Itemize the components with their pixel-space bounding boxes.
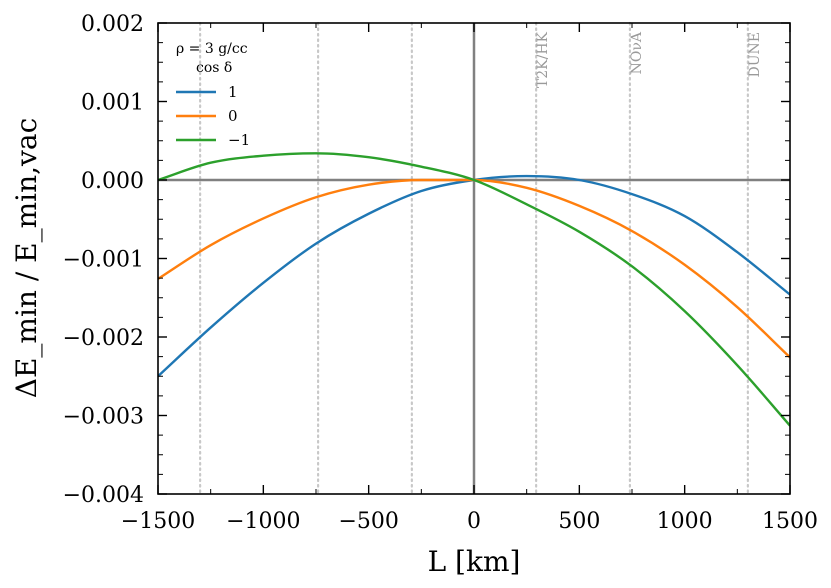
y-tick-label: −0.003 [63, 405, 144, 430]
experiment-label: NOνA [629, 31, 645, 74]
x-tick-label: −1000 [226, 509, 300, 534]
x-axis-label: L [km] [428, 545, 521, 578]
y-tick-label: 0.000 [81, 169, 144, 194]
x-tick-label: 1500 [762, 509, 818, 534]
legend-title: ρ = 3 g/cc [176, 41, 248, 57]
y-tick-label: 0.001 [81, 91, 144, 116]
y-tick-label: 0.002 [81, 12, 144, 37]
axis-titles: L [km] ΔE_min / E_min,vac [10, 118, 520, 578]
legend-label: 1 [228, 83, 238, 101]
legend-subtitle: cos δ [196, 60, 232, 76]
x-tick-label: 1000 [657, 509, 713, 534]
legend: ρ = 3 g/cc cos δ 1 0 −1 [176, 41, 250, 149]
x-tick-label: −500 [338, 509, 398, 534]
x-tick-label: 500 [558, 509, 600, 534]
legend-label: −1 [228, 131, 250, 149]
y-tick-label: −0.002 [63, 326, 144, 351]
experiment-label: T2K/HK [535, 31, 551, 88]
legend-label: 0 [228, 107, 238, 125]
y-axis-label: ΔE_min / E_min,vac [10, 118, 43, 399]
experiment-label: DUNE [747, 32, 763, 78]
x-tick-label: −1500 [121, 509, 195, 534]
y-tick-label: −0.001 [63, 248, 144, 273]
y-tick-label: −0.004 [63, 483, 144, 508]
series-line [158, 152, 790, 427]
x-tick-label: 0 [467, 509, 481, 534]
plot-area: T2K/HK NOνA DUNE −1500 −1000 −500 0 500 1000 1500… [63, 12, 818, 534]
